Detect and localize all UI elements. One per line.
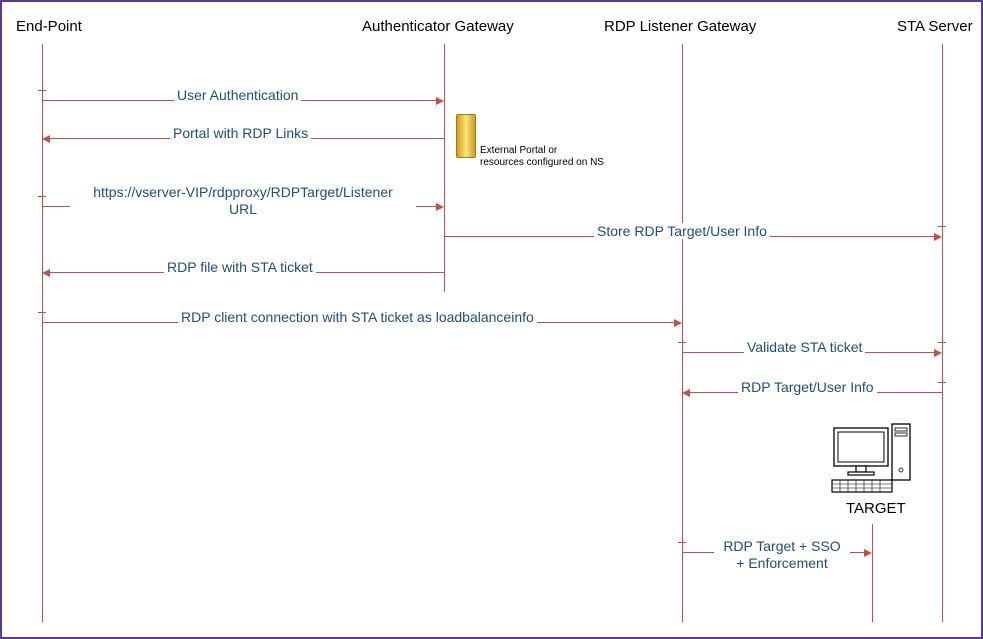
msg-store-rdp-info: Store RDP Target/User Info (594, 223, 770, 239)
msg-rdp-client-conn: RDP client connection with STA ticket as… (178, 309, 537, 325)
lifeline-staserver (942, 44, 943, 622)
tick-m1 (38, 90, 46, 91)
arrowhead-validate-sta (934, 349, 942, 357)
actor-rdplistener-label: RDP Listener Gateway (604, 18, 756, 35)
arrowhead-rdpproxy-url (436, 203, 444, 211)
tick-m6 (38, 312, 46, 313)
arrowhead-portal-links (42, 135, 50, 143)
actor-endpoint-label: End-Point (16, 18, 82, 35)
target-computer-icon (828, 420, 916, 496)
msg-rdp-sso: RDP Target + SSO+ Enforcement (714, 538, 850, 572)
lifeline-endpoint (42, 44, 43, 622)
actor-staserver-label: STA Server (897, 18, 973, 35)
lifeline-target (872, 524, 873, 622)
tick-m7b (938, 342, 946, 343)
arrowhead-rdp-file (42, 269, 50, 277)
tick-m8 (938, 382, 946, 383)
msg-rdp-file: RDP file with STA ticket (164, 259, 316, 275)
tick-m9 (678, 542, 686, 543)
msg-rdp-target-info: RDP Target/User Info (738, 379, 877, 395)
lifeline-rdplistener (682, 44, 683, 622)
portal-icon (456, 114, 476, 158)
arrowhead-store-rdp-info (934, 233, 942, 241)
lifeline-authenticator (444, 44, 445, 292)
actor-authenticator-label: Authenticator Gateway (362, 18, 514, 35)
msg-user-authentication: User Authentication (174, 87, 301, 103)
msg-rdpproxy-url: https://vserver-VIP/rdpproxy/RDPTarget/L… (70, 184, 416, 218)
msg-portal-links: Portal with RDP Links (170, 125, 311, 141)
sequence-diagram: End-Point Authenticator Gateway RDP List… (0, 0, 983, 639)
arrowhead-rdp-sso (864, 549, 872, 557)
arrowhead-user-authentication (436, 97, 444, 105)
tick-m4 (938, 226, 946, 227)
arrowhead-rdp-client-conn (674, 319, 682, 327)
tick-m7a (678, 342, 686, 343)
portal-caption: External Portal orresources configured o… (480, 145, 620, 169)
msg-validate-sta: Validate STA ticket (744, 339, 865, 355)
arrowhead-rdp-target-info (682, 389, 690, 397)
tick-m3 (38, 196, 46, 197)
target-label: TARGET (846, 500, 906, 517)
